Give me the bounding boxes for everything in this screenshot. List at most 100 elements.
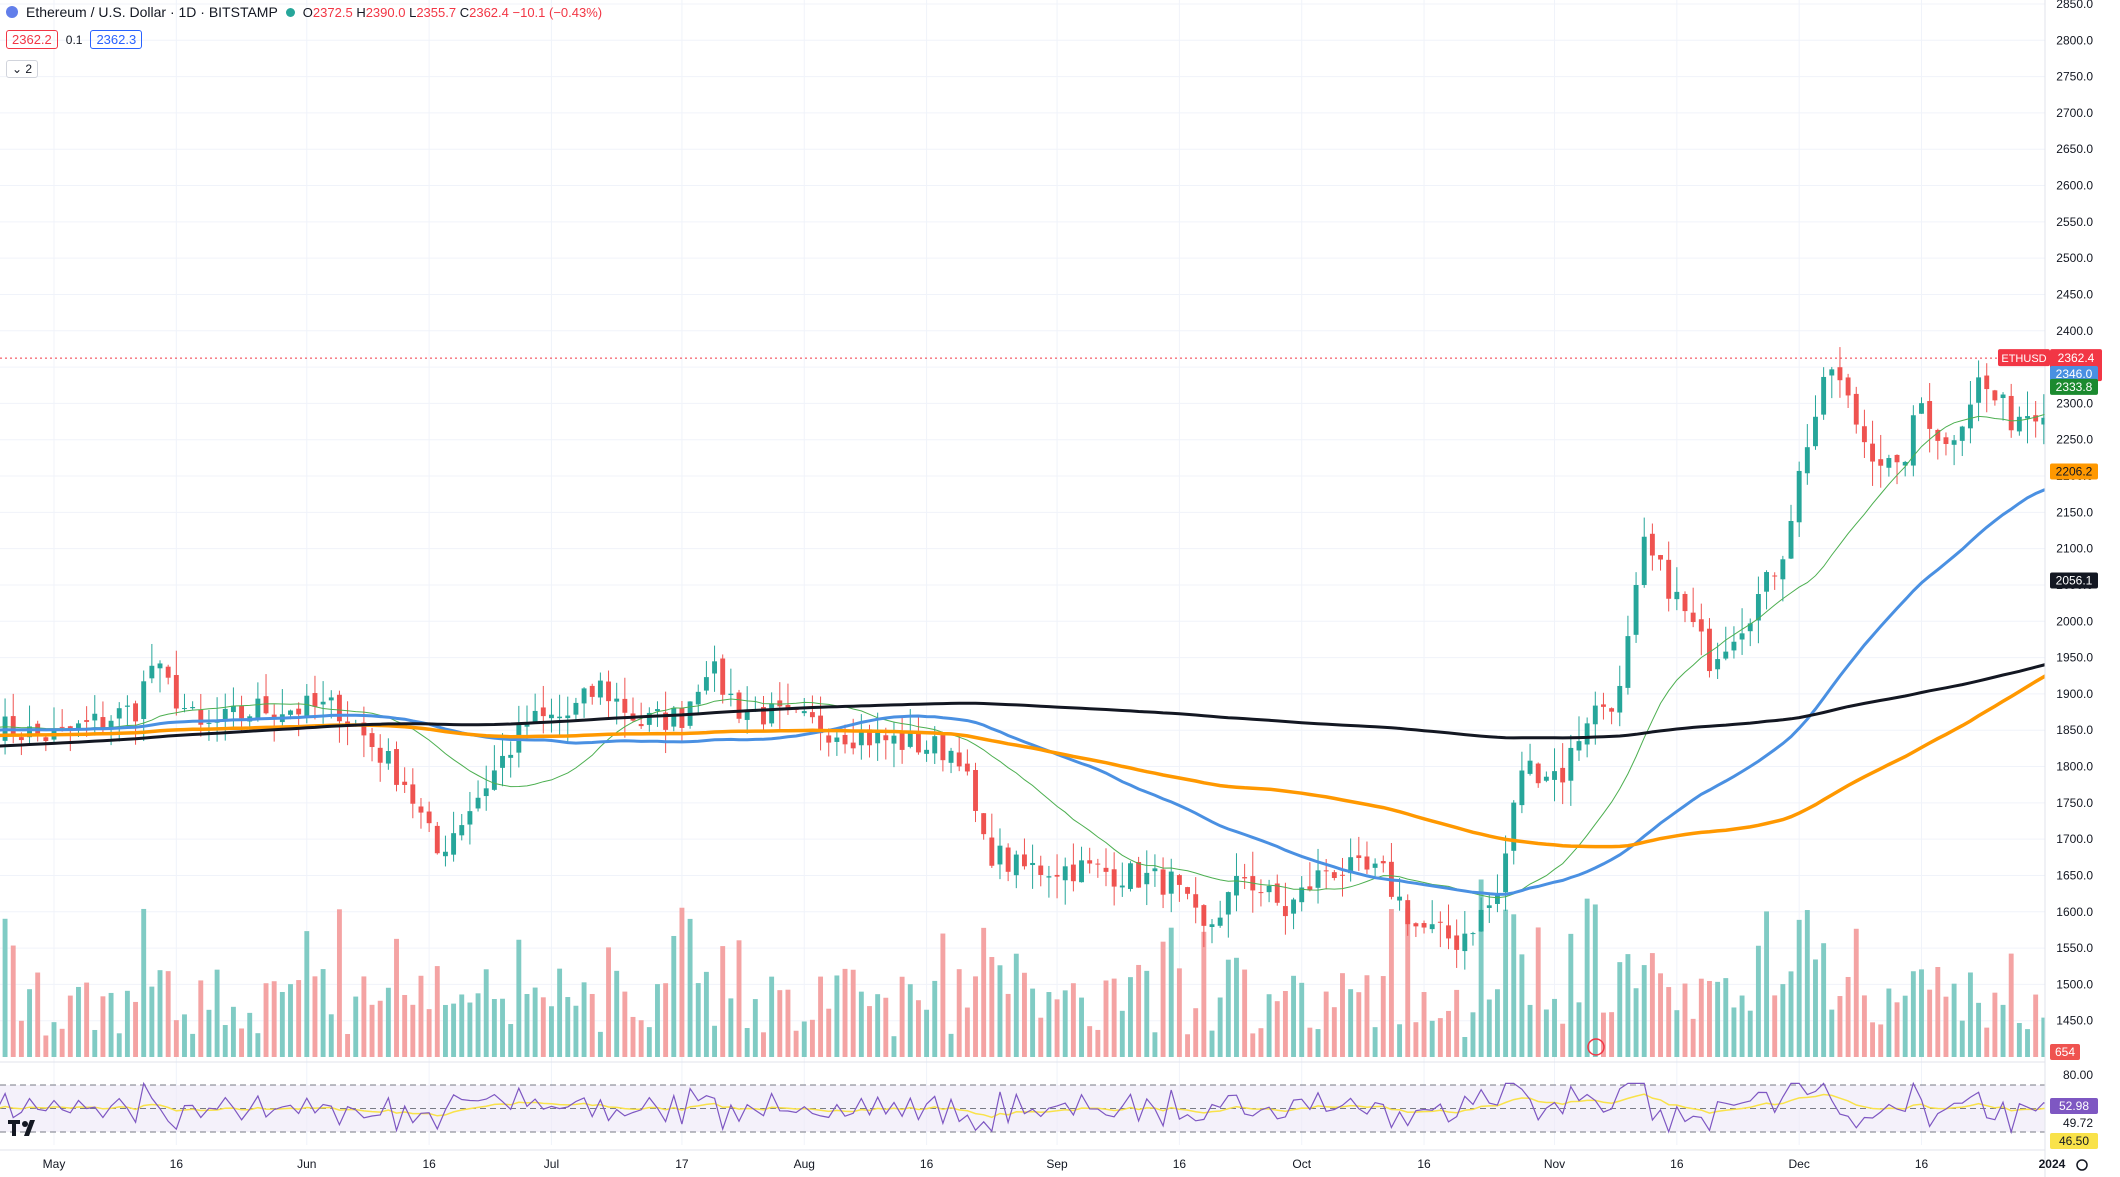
candle-body [858,732,864,746]
volume-bar [361,976,367,1057]
candle-body [385,751,391,764]
candle-body [198,709,204,725]
volume-bar [1258,1028,1264,1057]
candle-body [1584,723,1590,745]
candle-body [646,712,652,725]
candle-body [1992,390,1998,401]
candle-body [1013,854,1019,876]
candle-body [818,715,824,734]
candle-body [655,709,660,712]
volume-bar [1747,1010,1753,1057]
time-tick-label: 17 [675,1157,689,1171]
high-value: 2390.0 [365,4,406,20]
candle-body [1307,886,1313,891]
candle-body [1861,426,1867,443]
candle-body [1829,369,1835,376]
volume-bar [1927,989,1933,1057]
volume-bar [402,994,408,1057]
volume-bar [875,994,881,1057]
price-tick-label: 2750.0 [2056,70,2093,84]
candle-body [744,711,750,720]
volume-bar [899,976,905,1057]
candle-body [442,851,448,857]
candle-body [84,720,90,722]
volume-bar [809,1019,815,1057]
candle-body [43,737,49,741]
time-tick-label: 16 [1417,1157,1431,1171]
symbol-title[interactable]: Ethereum / U.S. Dollar · 1D · BITSTAMP [26,4,278,20]
candle-body [116,708,122,719]
candle-body [1030,862,1036,866]
volume-bar [532,987,538,1057]
candle-body [1625,636,1631,688]
candle-body [1070,864,1076,882]
bid-button[interactable]: 2362.2 [6,30,58,49]
candle-body [345,721,351,725]
candle-body [1951,440,1957,445]
candle-body [1291,899,1297,914]
volume-bar [1421,992,1427,1057]
volume-bar [1764,911,1769,1057]
volume-badge-bg [2050,1044,2080,1060]
volume-bar [271,981,277,1057]
time-tick-label: Sep [1046,1157,1068,1171]
candle-body [1111,869,1117,887]
candle-body [1927,401,1933,429]
candle-body [1519,770,1525,806]
candle-body [1356,855,1362,858]
volume-bar [198,980,204,1057]
volume-bar [418,975,424,1057]
candle-body [1152,868,1158,872]
candle-body [1282,906,1288,917]
candle-body [1095,863,1101,865]
volume-bar [1601,1012,1606,1057]
volume-bar [752,999,758,1057]
ma200-badge: 2056.1 [2056,574,2093,588]
volume-bar [655,984,660,1057]
volume-bar [1666,987,1672,1057]
ma20-badge: 2333.8 [2056,380,2093,394]
candle-body [508,754,514,758]
volume-bar [459,994,465,1057]
candle-body [1160,869,1166,895]
candle-body [377,747,383,763]
candle-body [1902,461,1908,466]
volume-bar [2008,953,2014,1057]
candle-body [500,755,505,768]
volume-bar [1674,1010,1680,1057]
ma100-badge: 2206.2 [2056,465,2093,479]
volume-bar [336,909,342,1057]
price-tick-label: 2100.0 [2056,542,2093,556]
indicators-collapse-button[interactable]: ⌄ 2 [6,60,39,78]
candle-body [1976,377,1982,403]
candle-body [467,811,473,825]
volume-bar [173,1020,179,1057]
volume-bar [1959,1020,1965,1057]
candle-body [296,708,302,715]
low-label: L [409,4,417,20]
candle-body [1633,585,1639,635]
tradingview-logo-icon[interactable] [8,1118,44,1143]
volume-bar [239,1028,245,1057]
candle-body [491,770,497,790]
volume-bar [288,984,293,1057]
open-label: O [302,4,313,20]
settings-gear-icon[interactable] [2076,1159,2088,1171]
price-tick-label: 2450.0 [2056,287,2093,301]
time-tick-label: 16 [1915,1157,1929,1171]
candle-body [761,707,766,725]
candle-body [956,752,962,767]
candle-body [1837,367,1843,381]
volume-bar [475,993,481,1057]
volume-bar [451,1003,457,1057]
volume-bar [989,957,995,1057]
candle-body [1062,866,1068,881]
candle-body [2008,395,2014,431]
candle-body [1609,708,1615,712]
ask-button[interactable]: 2362.3 [90,30,143,49]
candle-body [614,698,620,702]
volume-bar [328,1014,334,1057]
volume-bar [1625,954,1631,1057]
volume-bar [1070,983,1076,1057]
